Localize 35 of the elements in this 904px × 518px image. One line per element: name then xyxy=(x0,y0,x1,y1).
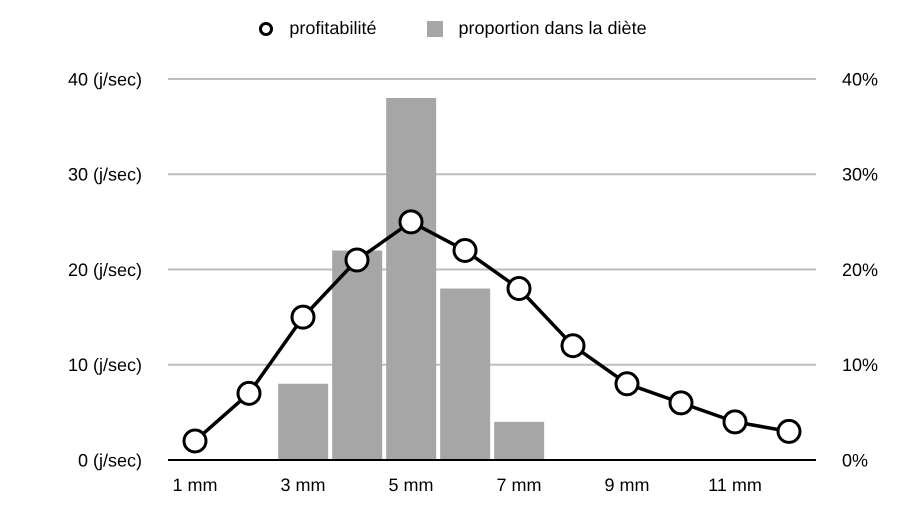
y-tick-label: 0 (j/sec) xyxy=(78,450,142,470)
point xyxy=(182,428,208,454)
point xyxy=(452,238,478,263)
legend-label: profitabilité xyxy=(289,18,376,39)
y2-tick-label: 0% xyxy=(842,450,868,470)
y2-tick-label: 40% xyxy=(842,69,878,90)
bar xyxy=(332,250,382,460)
y2-tick-label: 30% xyxy=(842,164,878,185)
point xyxy=(722,409,748,434)
y2-tick-label: 10% xyxy=(842,355,878,376)
point xyxy=(506,276,532,302)
x-tick-label: 5 mm xyxy=(388,474,434,495)
bar xyxy=(440,288,490,460)
y2-tick-label: 20% xyxy=(842,260,878,280)
bar xyxy=(278,384,328,460)
bar xyxy=(494,422,544,460)
point xyxy=(776,418,802,444)
legend-label: proportion dans la diète xyxy=(458,18,647,39)
x-tick-label: 7 mm xyxy=(496,474,542,495)
point xyxy=(668,390,694,416)
y-tick-label: 40 (j/sec) xyxy=(68,69,142,90)
point xyxy=(398,209,424,234)
y-tick-label: 10 (j/sec) xyxy=(68,355,142,376)
point xyxy=(344,247,370,272)
point xyxy=(236,380,262,406)
x-tick-label: 3 mm xyxy=(280,474,326,495)
x-tick-label: 11 mm xyxy=(708,474,762,495)
point xyxy=(290,304,316,330)
y-tick-label: 30 (j/sec) xyxy=(68,164,142,185)
bar xyxy=(386,98,436,460)
x-tick-label: 9 mm xyxy=(604,474,650,495)
x-tick-label: 1 mm xyxy=(172,474,218,495)
y-tick-label: 20 (j/sec) xyxy=(68,260,142,280)
point xyxy=(614,371,640,396)
point xyxy=(560,333,586,358)
